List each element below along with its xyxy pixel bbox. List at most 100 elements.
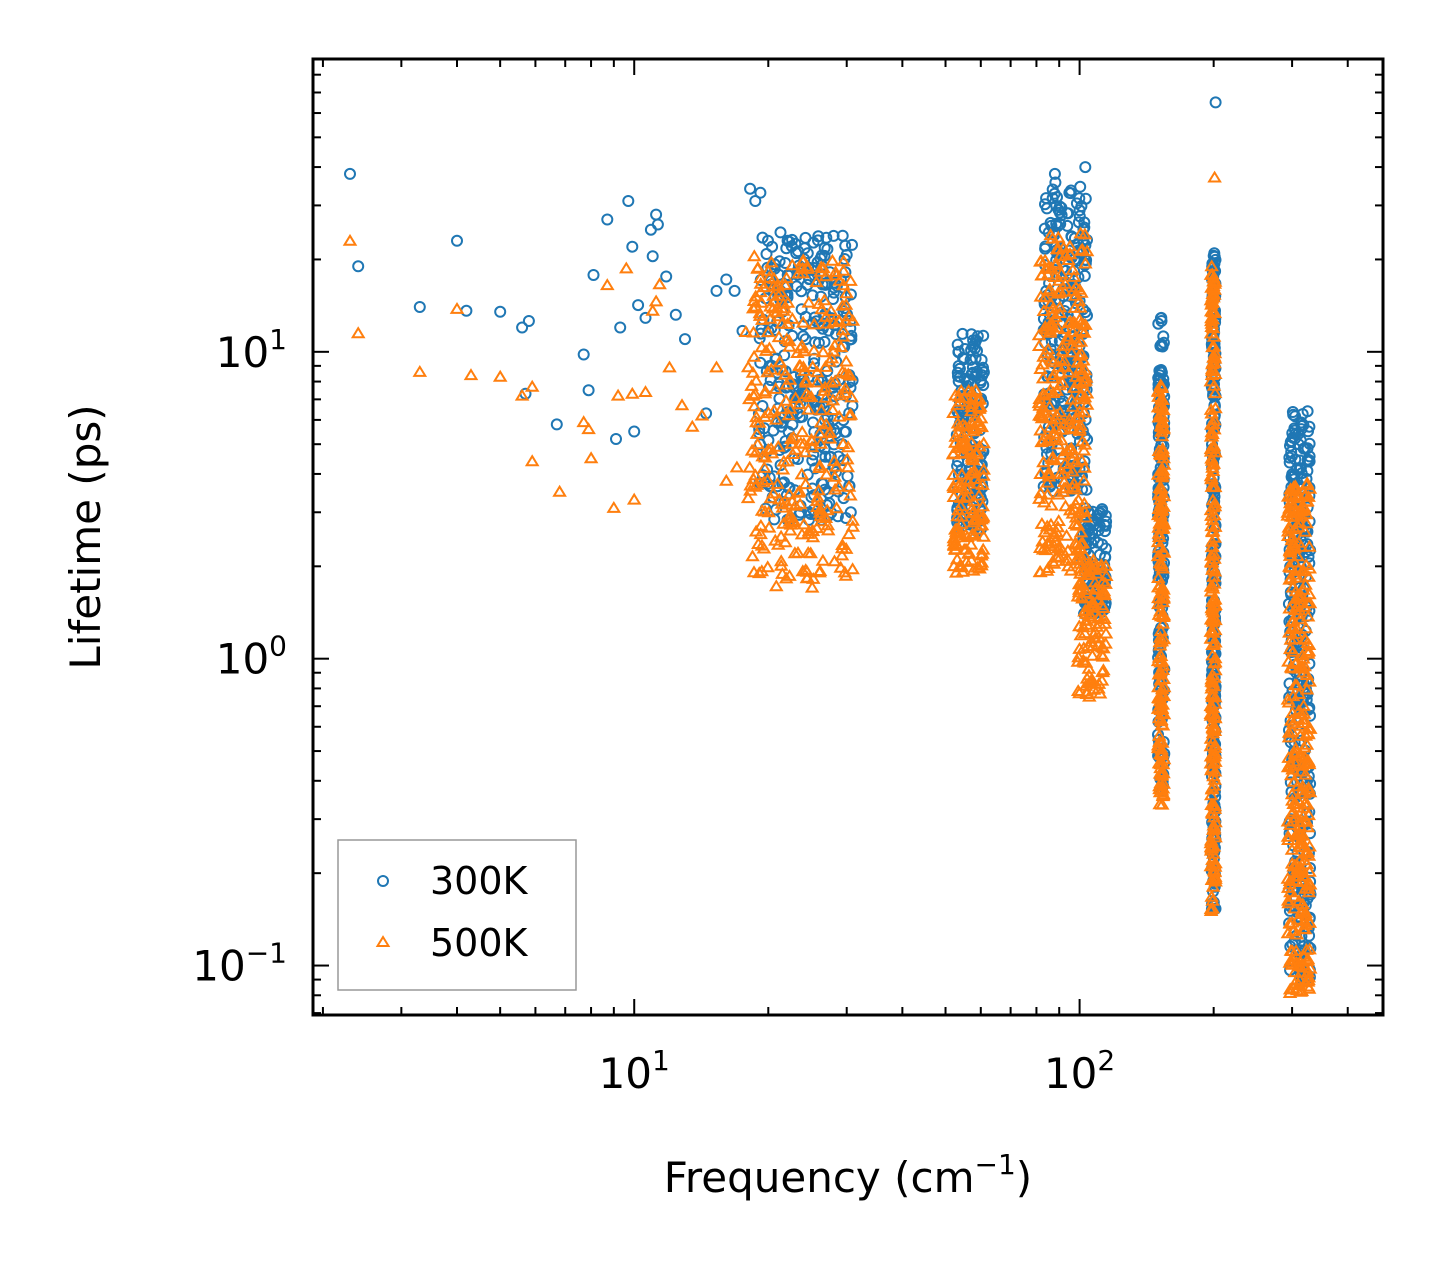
point-500k	[1301, 727, 1316, 740]
point-500k	[1205, 893, 1220, 906]
point-500k	[748, 373, 764, 386]
point-500k	[788, 391, 803, 404]
point-500k	[820, 518, 836, 531]
point-500k	[1205, 726, 1221, 739]
point-500k	[619, 261, 634, 274]
point-300k	[827, 293, 839, 305]
point-500k	[1300, 845, 1315, 857]
point-500k	[1094, 587, 1110, 600]
point-500k	[749, 426, 765, 439]
point-500k	[1289, 678, 1305, 691]
point-300k	[1050, 217, 1063, 230]
point-500k	[809, 521, 825, 534]
point-300k	[1300, 472, 1313, 485]
point-500k	[1042, 399, 1057, 412]
point-500k	[768, 381, 783, 394]
point-500k	[412, 364, 428, 377]
point-500k	[1203, 631, 1219, 644]
point-300k	[956, 327, 969, 340]
point-500k	[1045, 371, 1060, 384]
point-500k	[1207, 170, 1222, 183]
point-500k	[1042, 325, 1058, 338]
point-500k	[1067, 300, 1083, 313]
point-300k	[1099, 542, 1112, 555]
point-500k	[1281, 896, 1296, 909]
point-300k	[1070, 197, 1083, 210]
point-500k	[1154, 783, 1170, 796]
point-300k	[809, 462, 822, 475]
point-500k	[801, 526, 816, 539]
point-300k	[344, 167, 356, 180]
point-500k	[1048, 549, 1064, 562]
point-300k	[801, 468, 814, 481]
point-500k	[746, 325, 761, 338]
point-500k	[1155, 441, 1170, 454]
point-500k	[809, 275, 824, 288]
point-500k	[1155, 561, 1171, 574]
point-500k	[783, 523, 798, 536]
point-500k	[1284, 806, 1299, 819]
y-tick-label: 10−1	[192, 937, 287, 991]
point-500k	[1298, 621, 1314, 634]
point-500k	[969, 447, 984, 460]
point-300k	[451, 234, 463, 247]
point-500k	[747, 249, 762, 262]
point-500k	[834, 548, 850, 561]
point-500k	[645, 303, 660, 316]
point-500k	[838, 313, 853, 326]
point-300k	[799, 333, 812, 346]
point-500k	[1299, 516, 1314, 529]
point-300k	[1053, 206, 1066, 219]
point-500k	[1150, 535, 1166, 548]
point-500k	[1281, 725, 1297, 738]
point-500k	[1042, 536, 1057, 549]
point-300k	[1289, 410, 1302, 423]
point-500k	[791, 397, 807, 410]
point-500k	[606, 500, 622, 513]
point-500k	[782, 510, 797, 523]
point-500k	[1205, 500, 1221, 513]
point-500k	[350, 326, 366, 339]
series-layer	[342, 96, 1318, 998]
point-500k	[770, 476, 785, 489]
point-300k	[610, 433, 622, 445]
point-500k	[1041, 466, 1057, 478]
point-500k	[1204, 781, 1220, 794]
point-500k	[1281, 730, 1297, 743]
point-500k	[648, 294, 664, 307]
point-500k	[825, 253, 840, 266]
point-500k	[1280, 529, 1296, 541]
point-500k	[966, 504, 982, 517]
point-500k	[776, 454, 792, 467]
point-500k	[1287, 889, 1302, 902]
point-500k	[835, 437, 851, 449]
point-500k	[1033, 423, 1048, 436]
point-500k	[1207, 710, 1222, 722]
point-500k	[814, 403, 829, 416]
point-500k	[766, 403, 782, 416]
point-500k	[960, 530, 975, 542]
point-500k	[788, 498, 803, 511]
point-500k	[1206, 439, 1221, 452]
point-500k	[976, 529, 991, 542]
legend-marker-300k	[377, 875, 389, 887]
point-500k	[818, 511, 834, 523]
point-500k	[1288, 570, 1304, 583]
point-500k	[779, 271, 794, 284]
point-500k	[1205, 901, 1220, 914]
point-500k	[1299, 668, 1315, 680]
point-500k	[793, 359, 808, 371]
point-500k	[786, 515, 801, 528]
point-500k	[492, 369, 508, 382]
point-500k	[1049, 256, 1064, 269]
point-500k	[746, 565, 762, 578]
point-500k	[1302, 587, 1317, 600]
point-500k	[1280, 692, 1296, 705]
point-500k	[953, 560, 968, 573]
point-500k	[782, 334, 797, 347]
point-500k	[1155, 517, 1171, 530]
plot-frame	[311, 57, 1385, 1017]
point-500k	[828, 265, 843, 277]
point-500k	[780, 497, 795, 510]
point-500k	[1034, 516, 1050, 529]
